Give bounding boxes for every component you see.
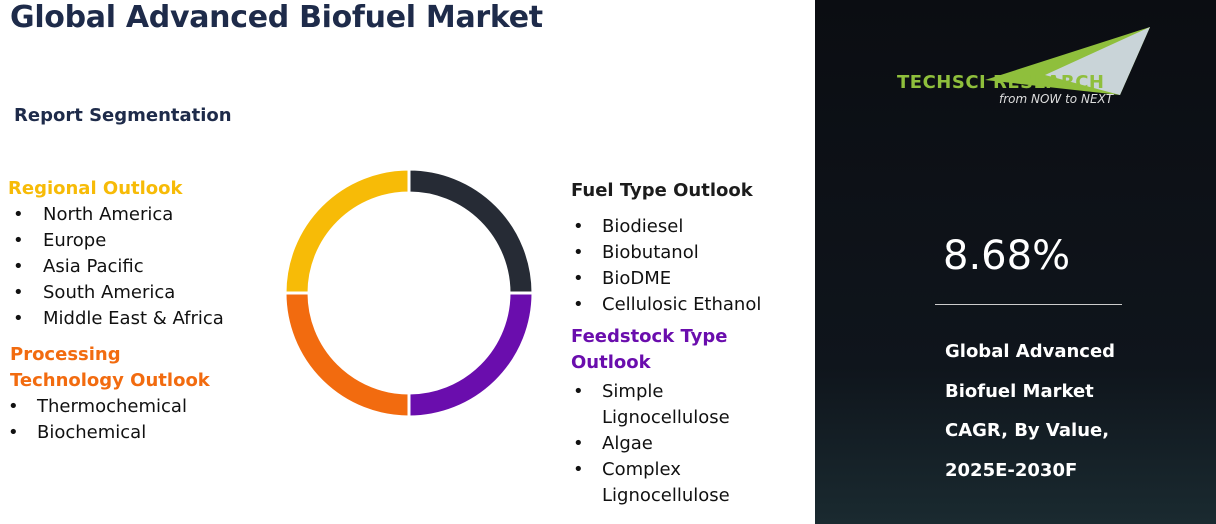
segment-item: Europe — [8, 228, 283, 254]
segment-item: BioDME — [571, 266, 802, 292]
segment-list: Simple LignocelluloseAlgaeComplex Lignoc… — [571, 379, 767, 509]
segment-item: North America — [8, 202, 283, 228]
segment-item: South America — [8, 280, 283, 306]
donut — [283, 167, 535, 419]
subtitle: Report Segmentation — [14, 105, 232, 126]
description-line: Global Advanced — [945, 341, 1116, 362]
divider — [935, 304, 1122, 305]
segment-item: Biodiesel — [571, 214, 802, 240]
segment-item: Biochemical — [8, 420, 277, 446]
segment-item: Algae — [571, 431, 767, 457]
segment: Fuel Type Outlook BiodieselBiobutanolBioD… — [571, 178, 811, 318]
logo: TECHSCI RESEARCH — [897, 72, 1105, 93]
description: Global Advanced Biofuel Market CAGR, By Va… — [945, 332, 1115, 490]
segment-heading: Regional Outlook — [8, 178, 183, 199]
description-line: 2025E-2030F — [945, 459, 1078, 481]
segment: Regional Outlook North AmericaEuropeAsia … — [8, 176, 283, 332]
segment-item: Thermochemical — [8, 394, 277, 420]
segment-list: North AmericaEuropeAsia PacificSouth Ame… — [8, 202, 283, 332]
segment: Feedstock Type Outlook Simple Lignocellul… — [571, 324, 767, 509]
description-line: Biofuel Market — [945, 380, 1094, 402]
description-line: CAGR, By Value, — [945, 420, 1110, 441]
segment-heading: Feedstock Type Outlook — [571, 326, 728, 373]
stat-panel: TECHSCI RESEARCH from NOW to NEXT 8.68% … — [815, 0, 1216, 524]
logo-mark — [985, 27, 1150, 95]
segment-item: Asia Pacific — [8, 254, 283, 280]
segment-list: ThermochemicalBiochemical — [8, 394, 277, 446]
segment-item: Simple Lignocellulose — [571, 379, 767, 431]
title: Global Advanced Biofuel Market — [10, 0, 543, 35]
segment-heading: Processing Technology Outlook — [10, 344, 210, 391]
cagr: 8.68% — [943, 233, 1071, 279]
segment: Processing Technology OutlookThermochemi… — [8, 342, 277, 446]
tagline: from NOW to NEXT — [999, 92, 1114, 106]
segment-heading: Fuel Type Outlook — [571, 180, 753, 201]
segment-item: Middle East & Africa — [8, 306, 283, 332]
segment-item: Cellulosic Ethanol — [571, 292, 802, 318]
segment-item: Complex Lignocellulose — [571, 457, 767, 509]
segment-list: BiodieselBiobutanolBioDMECellulosic Etha… — [571, 214, 811, 318]
segment-item: Biobutanol — [571, 240, 802, 266]
